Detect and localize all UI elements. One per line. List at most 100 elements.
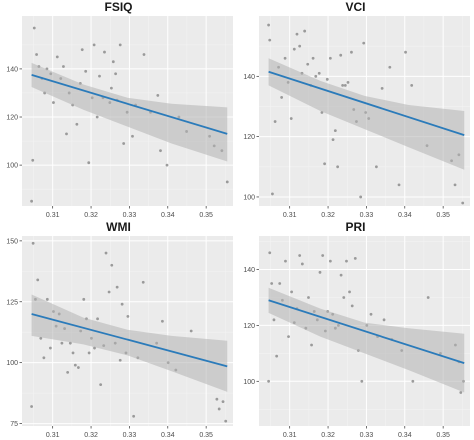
data-point: [360, 379, 364, 383]
x-tick-label: 0.35: [199, 432, 213, 439]
data-point: [132, 414, 136, 418]
chart-title: FSIQ: [104, 0, 133, 14]
data-point: [110, 263, 114, 267]
data-point: [321, 254, 325, 257]
data-point: [272, 318, 276, 322]
data-point: [82, 297, 86, 301]
data-point: [30, 199, 33, 203]
data-point: [31, 241, 35, 245]
regression-line: [31, 74, 228, 135]
data-point: [404, 50, 407, 54]
y-tick-label: 100: [243, 194, 255, 201]
data-point: [267, 379, 270, 383]
data-point: [104, 251, 108, 255]
data-point: [426, 296, 430, 299]
data-point: [268, 251, 272, 255]
y-tick-label: 150: [6, 238, 18, 245]
data-point: [278, 282, 282, 285]
data-point: [84, 69, 88, 73]
data-point: [346, 80, 350, 84]
data-point: [52, 101, 55, 104]
x-tick-label: 0.33: [360, 212, 374, 219]
confidence-band: [31, 294, 228, 392]
data-point: [311, 56, 315, 60]
data-point: [359, 195, 363, 199]
data-point: [126, 314, 130, 318]
regression-line: [268, 299, 465, 364]
data-point: [300, 262, 304, 266]
data-point: [76, 366, 80, 369]
data-point: [280, 96, 284, 99]
data-point: [350, 304, 354, 308]
y-tick-label: 120: [6, 115, 18, 122]
data-point: [109, 86, 113, 90]
chart-title: VCI: [345, 0, 366, 14]
y-tick-label: 140: [243, 267, 255, 274]
confidence-band: [31, 62, 228, 162]
data-point: [345, 259, 348, 263]
data-point: [215, 397, 219, 401]
data-point: [96, 317, 99, 321]
data-point: [115, 285, 119, 289]
data-point: [142, 53, 146, 56]
scatter-plot: 0.31 0.32 0.33 0.34 0.35 100 120 140: [6, 16, 233, 219]
data-point: [328, 56, 332, 60]
data-point: [380, 86, 384, 90]
data-point: [343, 83, 347, 87]
scatter-plot: 0.31 0.32 0.33 0.34 0.35 100 120 140: [243, 236, 470, 439]
data-point: [66, 371, 70, 374]
data-point: [369, 312, 373, 316]
data-point: [32, 26, 36, 30]
data-point: [221, 400, 225, 404]
data-point: [271, 192, 274, 196]
data-point: [87, 351, 91, 355]
plot-layer: [30, 241, 228, 423]
data-point: [328, 259, 332, 263]
x-tick-label: 0.34: [161, 432, 175, 439]
x-tick-label: 0.35: [199, 212, 213, 219]
data-point: [71, 351, 75, 355]
data-point: [290, 290, 294, 294]
data-point: [410, 83, 414, 87]
data-point: [268, 38, 272, 42]
data-point: [107, 290, 111, 294]
data-point: [75, 122, 79, 126]
data-point: [165, 163, 169, 167]
data-point: [39, 336, 43, 340]
data-point: [287, 335, 290, 338]
data-point: [217, 407, 221, 411]
data-point: [303, 29, 307, 33]
y-tick-label: 140: [6, 66, 18, 73]
data-point: [273, 120, 277, 123]
data-point: [118, 43, 122, 47]
data-point: [31, 158, 35, 162]
chart-title: WMI: [106, 220, 131, 234]
data-point: [161, 319, 164, 323]
y-tick-label: 120: [243, 134, 255, 141]
x-tick-label: 0.34: [398, 432, 412, 439]
data-point: [48, 346, 52, 350]
data-point: [362, 41, 366, 45]
data-point: [80, 48, 84, 52]
x-tick-label: 0.31: [46, 212, 60, 219]
x-tick-label: 0.32: [321, 212, 335, 219]
data-point: [310, 343, 313, 347]
data-point: [92, 43, 96, 47]
data-point: [374, 165, 378, 169]
data-point: [120, 302, 124, 306]
data-point: [189, 329, 193, 333]
data-point: [348, 290, 351, 294]
x-tick-label: 0.33: [123, 432, 137, 439]
data-point: [275, 354, 279, 358]
data-point: [55, 55, 59, 59]
data-point: [342, 296, 346, 299]
data-point: [318, 270, 322, 274]
data-point: [45, 297, 49, 301]
data-point: [224, 419, 228, 423]
y-tick-label: 100: [6, 163, 18, 170]
data-point: [98, 74, 101, 78]
data-point: [30, 405, 33, 408]
regression-line: [31, 313, 228, 368]
data-point: [131, 134, 134, 138]
data-point: [317, 71, 321, 75]
